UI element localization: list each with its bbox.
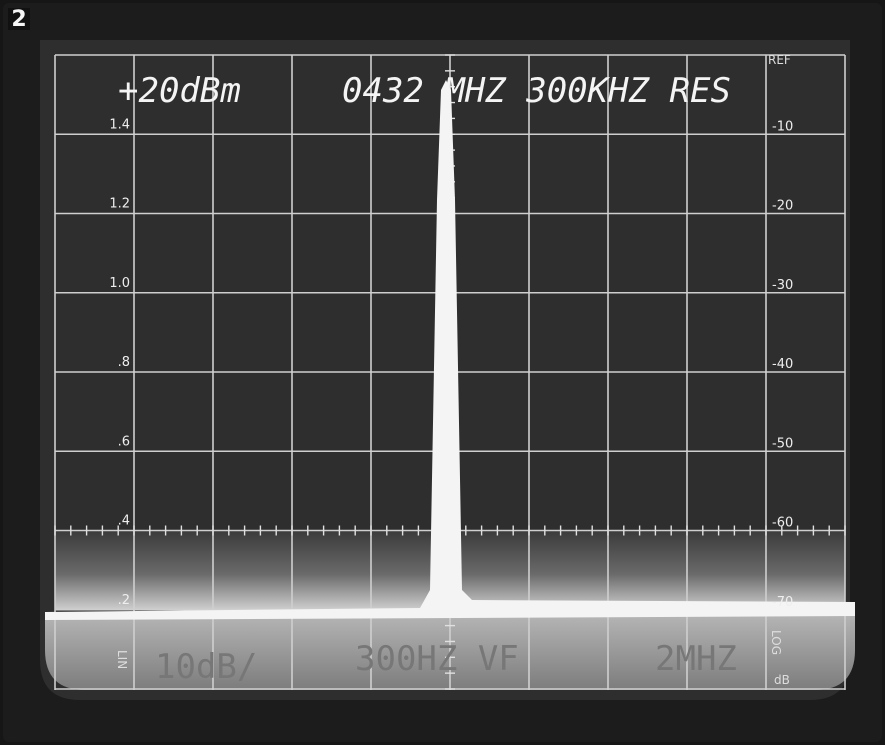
log-label: LOG — [769, 630, 783, 655]
right-scale-label: -60 — [772, 516, 793, 531]
left-scale-label: 1.0 — [109, 276, 130, 291]
left-scale-label: .2 — [118, 593, 130, 608]
right-scale-label: -20 — [772, 199, 793, 214]
right-scale-label: -50 — [772, 436, 793, 451]
figure-badge — [8, 8, 30, 30]
figure-label: 2 — [11, 7, 26, 32]
footer-scale: 10dB/ — [155, 647, 257, 687]
left-scale-label: 1.4 — [109, 117, 130, 132]
left-scale-label: .8 — [118, 355, 130, 370]
footer-span: 2MHZ — [655, 639, 737, 679]
left-scale-label: .6 — [118, 434, 130, 449]
signal-trace — [45, 80, 855, 620]
right-scale-label: -40 — [772, 357, 793, 372]
right-scale-label: -30 — [772, 278, 793, 293]
settings-text: 0432 MHZ 300KHZ RES — [342, 71, 731, 111]
left-scale-label: .4 — [118, 514, 130, 529]
db-label: dB — [774, 673, 790, 687]
left-scale-label: 1.2 — [109, 197, 130, 212]
ref-text: REF — [768, 53, 791, 67]
right-scale-label: -10 — [772, 119, 793, 134]
lin-label: LIN — [115, 650, 129, 669]
footer-filter: 300HZ VF — [355, 639, 519, 679]
level-text: +20dBm — [118, 71, 241, 111]
right-scale-label: -70 — [772, 595, 793, 610]
